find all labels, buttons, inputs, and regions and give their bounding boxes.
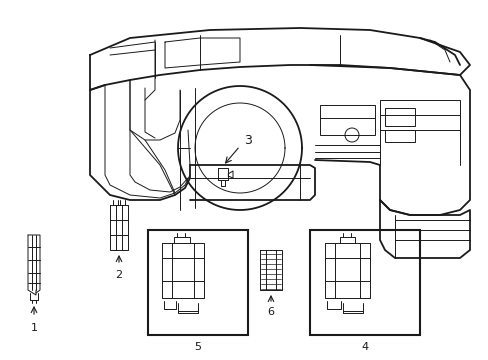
Text: 1: 1 (30, 323, 38, 333)
Bar (319, 105, 374, 135)
Text: 6: 6 (267, 307, 274, 317)
Bar (384, 108, 414, 126)
Text: 3: 3 (244, 134, 251, 147)
Text: 2: 2 (115, 270, 122, 280)
Bar (148, 230, 247, 335)
Text: 4: 4 (361, 342, 368, 352)
Bar (309, 230, 419, 335)
Bar (384, 130, 414, 142)
Text: 5: 5 (194, 342, 201, 352)
